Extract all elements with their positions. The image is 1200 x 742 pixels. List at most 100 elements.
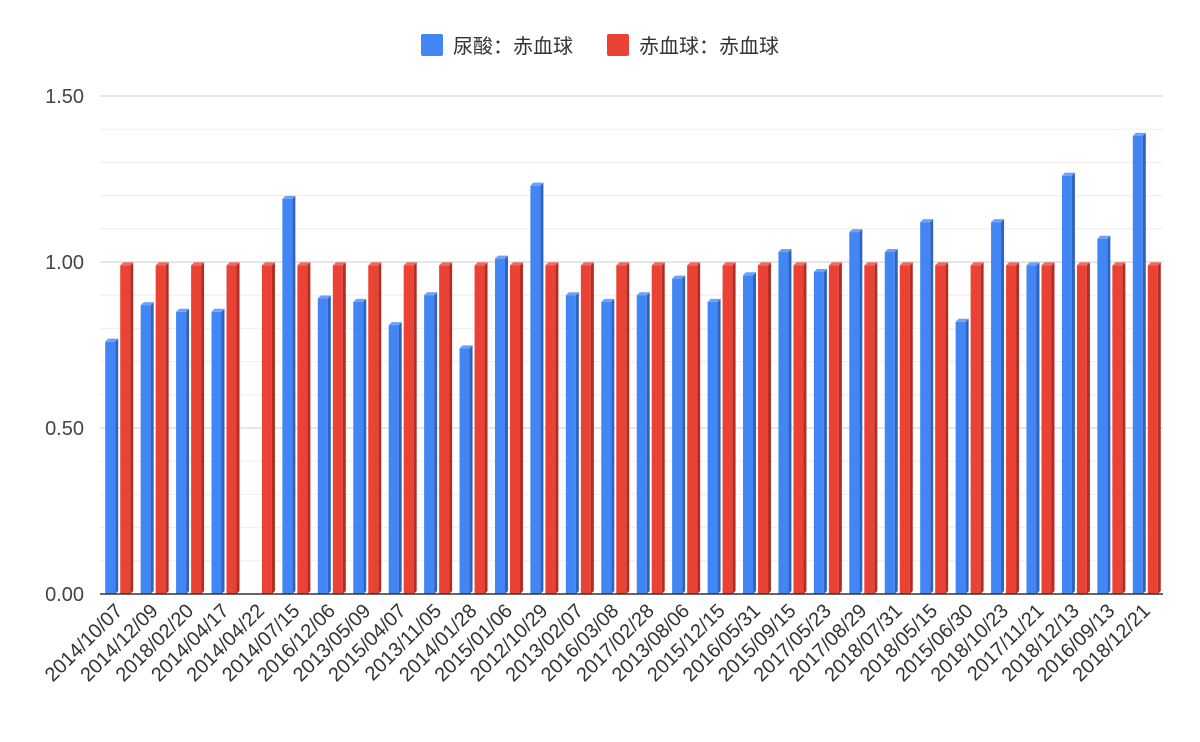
bar-1 (707, 301, 718, 594)
bar-top-2 (120, 262, 134, 266)
y-tick-label: 1.50 (45, 86, 84, 108)
bar-side-1 (1107, 235, 1111, 594)
bar-top-2 (616, 262, 630, 266)
bar-side-2 (449, 262, 453, 594)
bar-side-1 (717, 298, 721, 594)
bar-side-1 (221, 308, 225, 594)
bar-top-2 (899, 262, 913, 266)
bar-1 (743, 275, 754, 594)
bar-top-1 (282, 195, 296, 199)
bar-2 (970, 265, 981, 594)
bar-2 (687, 265, 698, 594)
bar-side-1 (1036, 262, 1040, 594)
bar-side-2 (1122, 262, 1126, 594)
bar-2 (120, 265, 131, 594)
bar-1 (565, 295, 576, 594)
bar-2 (226, 265, 237, 594)
bar-1 (778, 252, 789, 595)
bar-2 (1076, 265, 1087, 594)
bar-1 (955, 321, 966, 594)
bar-top-2 (1041, 262, 1055, 266)
legend-label-series-2: 赤血球：赤血球 (639, 34, 779, 58)
bar-2 (368, 265, 379, 594)
bar-1 (530, 185, 541, 594)
bar-top-1 (778, 249, 792, 253)
bar-top-2 (722, 262, 736, 266)
bar-side-1 (540, 182, 544, 594)
bar-1 (388, 325, 399, 594)
bar-1 (991, 222, 1002, 594)
bar-top-1 (317, 295, 331, 299)
bar-top-2 (545, 262, 559, 266)
legend-item-series-2[interactable]: 赤血球：赤血球 (607, 30, 779, 59)
bar-side-2 (909, 262, 913, 594)
bar-1 (282, 198, 293, 595)
bar-1 (211, 311, 222, 594)
bar-side-2 (271, 262, 275, 594)
bar-top-1 (105, 338, 119, 342)
bar-2 (722, 265, 733, 594)
legend-item-series-1[interactable]: 尿酸：赤血球 (421, 30, 573, 59)
bar-top-1 (211, 308, 225, 312)
bar-1 (494, 258, 505, 594)
bar-2 (474, 265, 485, 594)
bar-side-2 (342, 262, 346, 594)
bar-top-2 (403, 262, 417, 266)
bar-side-2 (803, 262, 807, 594)
bar-top-1 (140, 302, 154, 306)
bar-side-2 (165, 262, 169, 594)
bar-side-1 (363, 298, 367, 594)
legend-label-series-1: 尿酸：赤血球 (453, 34, 573, 58)
bar-1 (884, 252, 895, 595)
bar-side-1 (894, 249, 898, 595)
bar-2 (1147, 265, 1158, 594)
bar-top-1 (1097, 235, 1111, 239)
bar-top-2 (793, 262, 807, 266)
bar-side-2 (626, 262, 630, 594)
bar-side-2 (555, 262, 559, 594)
bar-top-2 (758, 262, 772, 266)
bar-top-2 (191, 262, 205, 266)
bar-side-2 (980, 262, 984, 594)
bar-side-2 (1157, 262, 1161, 594)
bar-top-1 (424, 292, 438, 296)
bar-1 (813, 271, 824, 594)
bar-top-2 (687, 262, 701, 266)
bar-1 (317, 298, 328, 594)
bar-2 (191, 265, 202, 594)
bar-1 (601, 301, 612, 594)
bar-side-1 (753, 272, 757, 594)
bar-2 (261, 265, 272, 594)
bar-top-2 (155, 262, 169, 266)
bar-side-2 (236, 262, 240, 594)
bar-top-1 (1061, 172, 1075, 176)
bar-1 (105, 341, 116, 594)
bar-top-2 (935, 262, 949, 266)
bar-top-2 (439, 262, 453, 266)
bar-side-1 (1142, 132, 1146, 594)
bar-top-2 (226, 262, 240, 266)
bar-top-2 (651, 262, 665, 266)
bar-top-1 (601, 298, 615, 302)
bar-2 (332, 265, 343, 594)
y-tick-label: 0.50 (45, 418, 84, 440)
bar-side-1 (434, 292, 438, 594)
bar-2 (155, 265, 166, 594)
bar-1 (1061, 175, 1072, 594)
bar-side-1 (823, 268, 827, 594)
bar-top-2 (1006, 262, 1020, 266)
bar-top-2 (509, 262, 523, 266)
bar-top-1 (813, 268, 827, 272)
bar-1 (424, 295, 435, 594)
bar-side-2 (874, 262, 878, 594)
bar-2 (899, 265, 910, 594)
bar-top-2 (368, 262, 382, 266)
bar-2 (580, 265, 591, 594)
bar-side-1 (930, 219, 934, 594)
bar-2 (828, 265, 839, 594)
bar-side-1 (682, 275, 686, 594)
legend-swatch-series-1 (421, 33, 443, 56)
bar-side-2 (732, 262, 736, 594)
bar-side-1 (115, 338, 119, 594)
bar-side-2 (945, 262, 949, 594)
